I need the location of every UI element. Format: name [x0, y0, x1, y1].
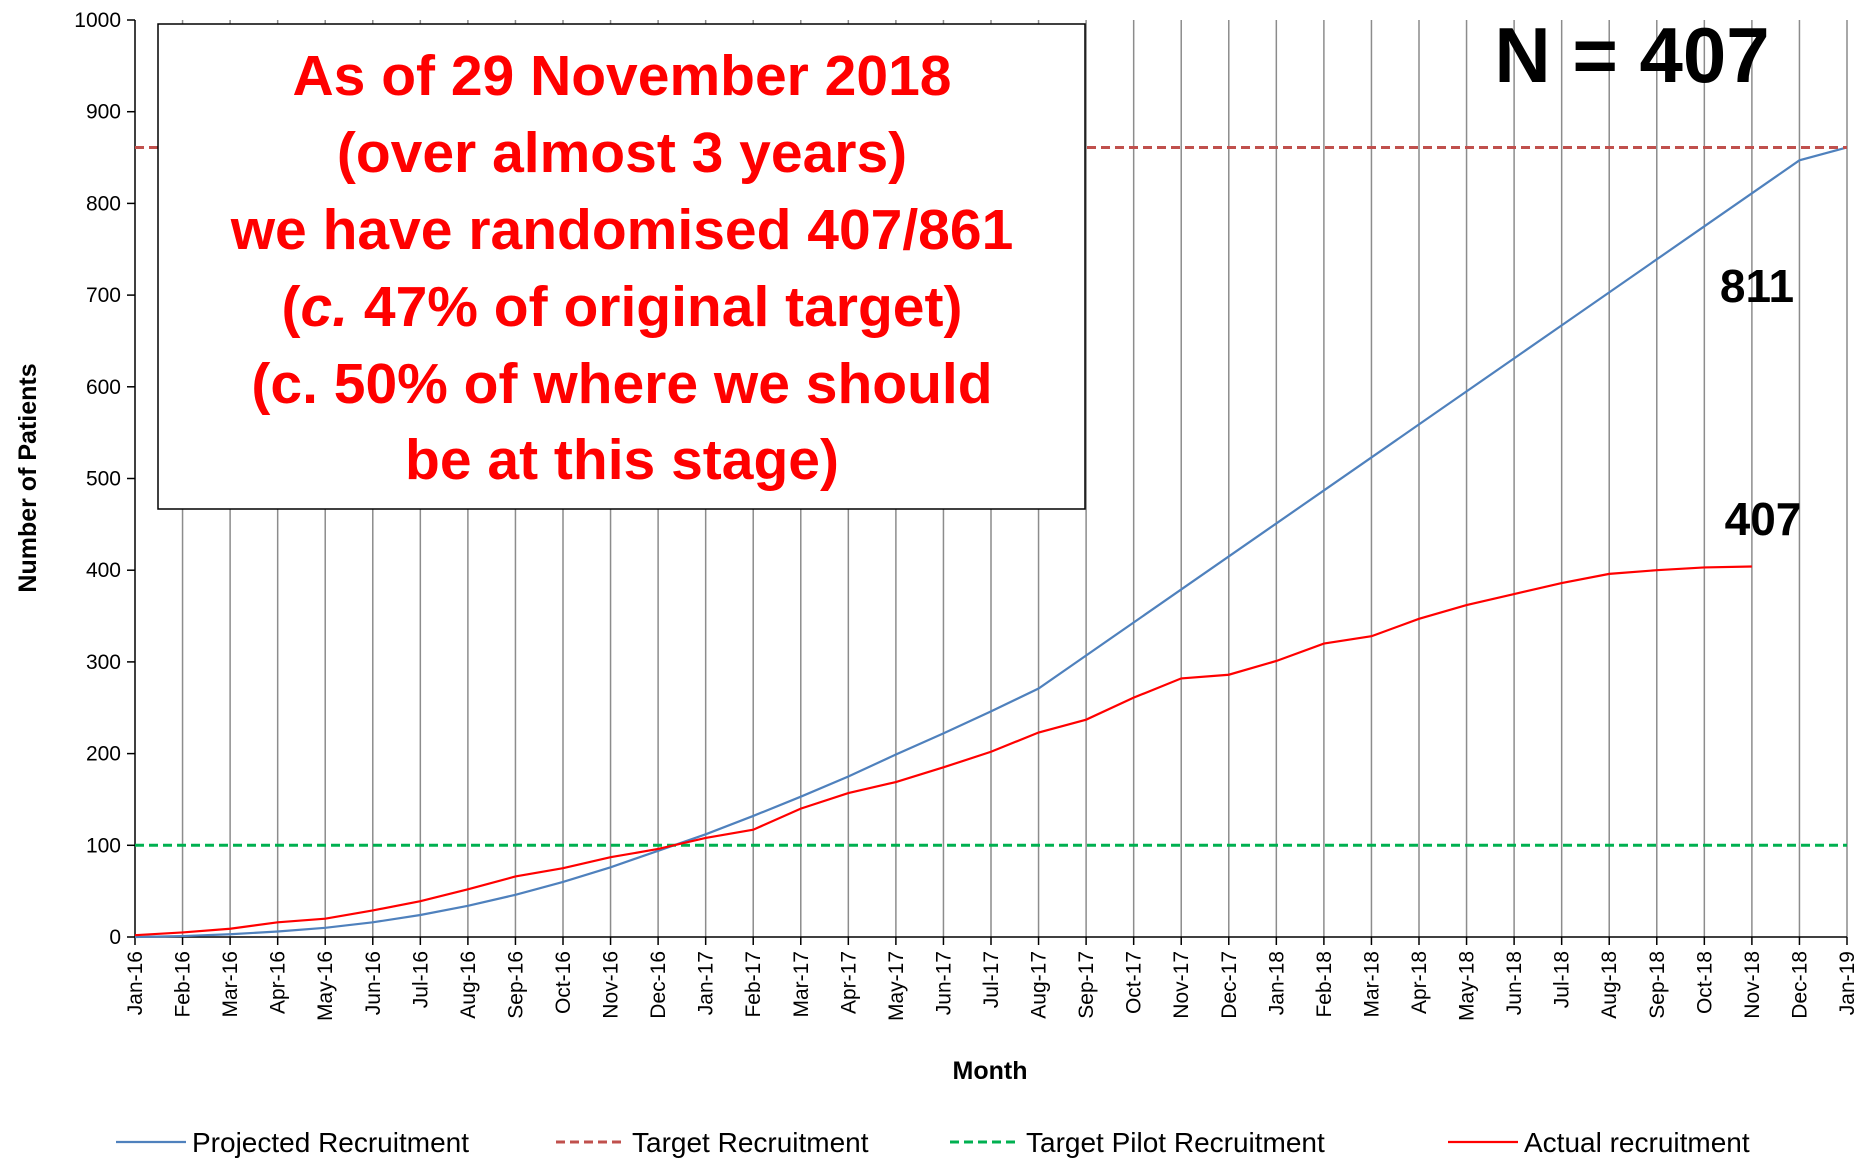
annotation-line: (c. 47% of original target) [282, 275, 963, 339]
y-tick-label: 200 [86, 743, 121, 766]
y-tick-label: 900 [86, 101, 121, 124]
x-tick-label: Nov-16 [600, 951, 623, 1019]
annotation-line: (c. 50% of where we should [251, 352, 992, 416]
annotation-line: be at this stage) [405, 428, 839, 492]
y-tick-label: 0 [109, 926, 121, 949]
x-tick-label: Dec-16 [647, 951, 670, 1019]
x-tick-label: Sep-17 [1075, 951, 1098, 1019]
x-tick-label: Dec-18 [1788, 951, 1811, 1019]
legend-label: Target Pilot Recruitment [1026, 1127, 1325, 1158]
annotation-segment: we have randomised 407/861 [230, 198, 1014, 262]
annotation-segment: As of 29 November 2018 [293, 44, 952, 108]
x-tick-label: Jun-16 [362, 951, 385, 1015]
x-tick-label: Mar-18 [1360, 951, 1383, 1018]
y-tick-label: 400 [86, 559, 121, 582]
x-tick-label: Apr-16 [267, 951, 290, 1014]
projected-label: 811 [1720, 260, 1794, 312]
x-tick-label: Aug-18 [1598, 951, 1621, 1019]
legend-label: Actual recruitment [1524, 1127, 1750, 1158]
annotation-segment: 47% of original target) [348, 275, 962, 339]
annotation-segment: ( [282, 275, 301, 339]
annotation-segment: c. [301, 275, 349, 339]
y-tick-label: 500 [86, 468, 121, 491]
legend-label: Projected Recruitment [192, 1127, 469, 1158]
annotation-line: we have randomised 407/861 [230, 198, 1014, 262]
x-tick-label: May-16 [314, 951, 337, 1021]
actual-label: 407 [1725, 493, 1802, 545]
series-line [134, 146, 1848, 939]
annotation-line: (over almost 3 years) [337, 121, 907, 185]
y-tick-label: 800 [86, 192, 121, 215]
y-axis-label: Number of Patients [14, 363, 42, 592]
x-tick-label: Mar-17 [790, 951, 813, 1018]
y-tick-label: 100 [86, 834, 121, 857]
x-tick-label: Jan-17 [695, 951, 718, 1015]
annotation-box [157, 23, 1086, 510]
x-tick-label: May-18 [1456, 951, 1479, 1021]
x-tick-label: Aug-17 [1028, 951, 1051, 1019]
y-tick-label: 700 [86, 284, 121, 307]
x-tick-label: Apr-17 [837, 951, 860, 1014]
annotation-line: As of 29 November 2018 [293, 44, 952, 108]
x-tick-label: Jun-17 [932, 951, 955, 1015]
legend-label: Target Recruitment [632, 1127, 869, 1158]
x-tick-label: Sep-18 [1646, 951, 1669, 1019]
x-tick-label: Mar-16 [219, 951, 242, 1018]
x-tick-label: Jun-18 [1503, 951, 1526, 1015]
x-tick-label: Oct-16 [552, 951, 575, 1014]
x-tick-label: Jan-18 [1265, 951, 1288, 1015]
y-tick-label: 300 [86, 651, 121, 674]
series-line [134, 565, 1752, 937]
x-tick-label: Oct-17 [1123, 951, 1146, 1014]
x-tick-label: Jul-18 [1551, 951, 1574, 1008]
x-tick-label: May-17 [885, 951, 908, 1021]
x-axis-label: Month [953, 1057, 1028, 1085]
x-tick-label: Apr-18 [1408, 951, 1431, 1014]
x-tick-label: Dec-17 [1218, 951, 1241, 1019]
y-tick-label: 600 [86, 376, 121, 399]
x-tick-label: Jan-19 [1836, 951, 1859, 1015]
x-tick-label: Jan-16 [124, 951, 147, 1015]
x-tick-label: Sep-16 [504, 951, 527, 1019]
x-tick-label: Feb-16 [172, 951, 195, 1018]
x-tick-label: Oct-18 [1693, 951, 1716, 1014]
x-tick-label: Jul-16 [409, 951, 432, 1008]
annotation-segment: (c. 50% of where we should [251, 352, 992, 416]
annotation-segment: (over almost 3 years) [337, 121, 907, 185]
x-tick-label: Feb-17 [742, 951, 765, 1018]
headline: N = 407 [1494, 11, 1769, 99]
x-tick-label: Feb-18 [1313, 951, 1336, 1018]
x-tick-label: Nov-17 [1170, 951, 1193, 1019]
annotation-segment: be at this stage) [405, 428, 839, 492]
x-tick-label: Jul-17 [980, 951, 1003, 1008]
x-tick-label: Nov-18 [1741, 951, 1764, 1019]
y-tick-label: 1000 [74, 9, 121, 32]
x-tick-label: Aug-16 [457, 951, 480, 1019]
